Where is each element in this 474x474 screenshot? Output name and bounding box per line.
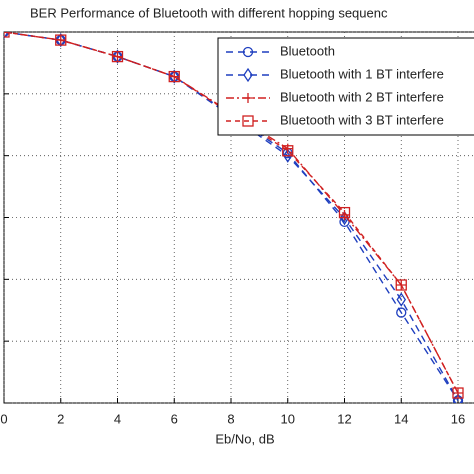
x-tick-label: 0 [0,411,7,426]
legend-label: Bluetooth with 2 BT interfere [280,89,444,104]
marker [168,70,180,83]
marker [169,71,180,82]
legend-marker [243,93,253,103]
legend-label: Bluetooth with 3 BT interfere [280,112,444,127]
x-tick-label: 6 [171,411,178,426]
chart-title: BER Performance of Bluetooth with differ… [30,5,388,20]
x-tick-label: 10 [281,411,295,426]
marker [339,209,350,220]
marker [396,292,407,307]
x-tick-label: 4 [114,411,121,426]
marker [111,50,124,63]
x-tick-label: 8 [227,411,234,426]
x-tick-label: 16 [451,411,465,426]
x-axis-label: Eb/No, dB [215,431,274,446]
marker [282,145,294,157]
marker [112,49,123,64]
legend-label: Bluetooth with 1 BT interfere [280,66,444,81]
marker [452,387,464,399]
legend-marker [243,67,253,83]
x-tick-label: 12 [337,411,351,426]
marker [55,34,67,46]
legend [217,37,474,136]
marker [55,32,66,48]
marker [112,51,123,62]
legend-label: Bluetooth [280,43,335,58]
marker [396,307,407,318]
marker [338,206,351,219]
marker [169,69,180,84]
x-tick-label: 14 [394,411,408,426]
marker [395,279,407,291]
legend-marker [242,115,254,127]
legend-marker [242,46,254,58]
marker [453,388,463,399]
x-tick-label: 2 [57,411,64,426]
